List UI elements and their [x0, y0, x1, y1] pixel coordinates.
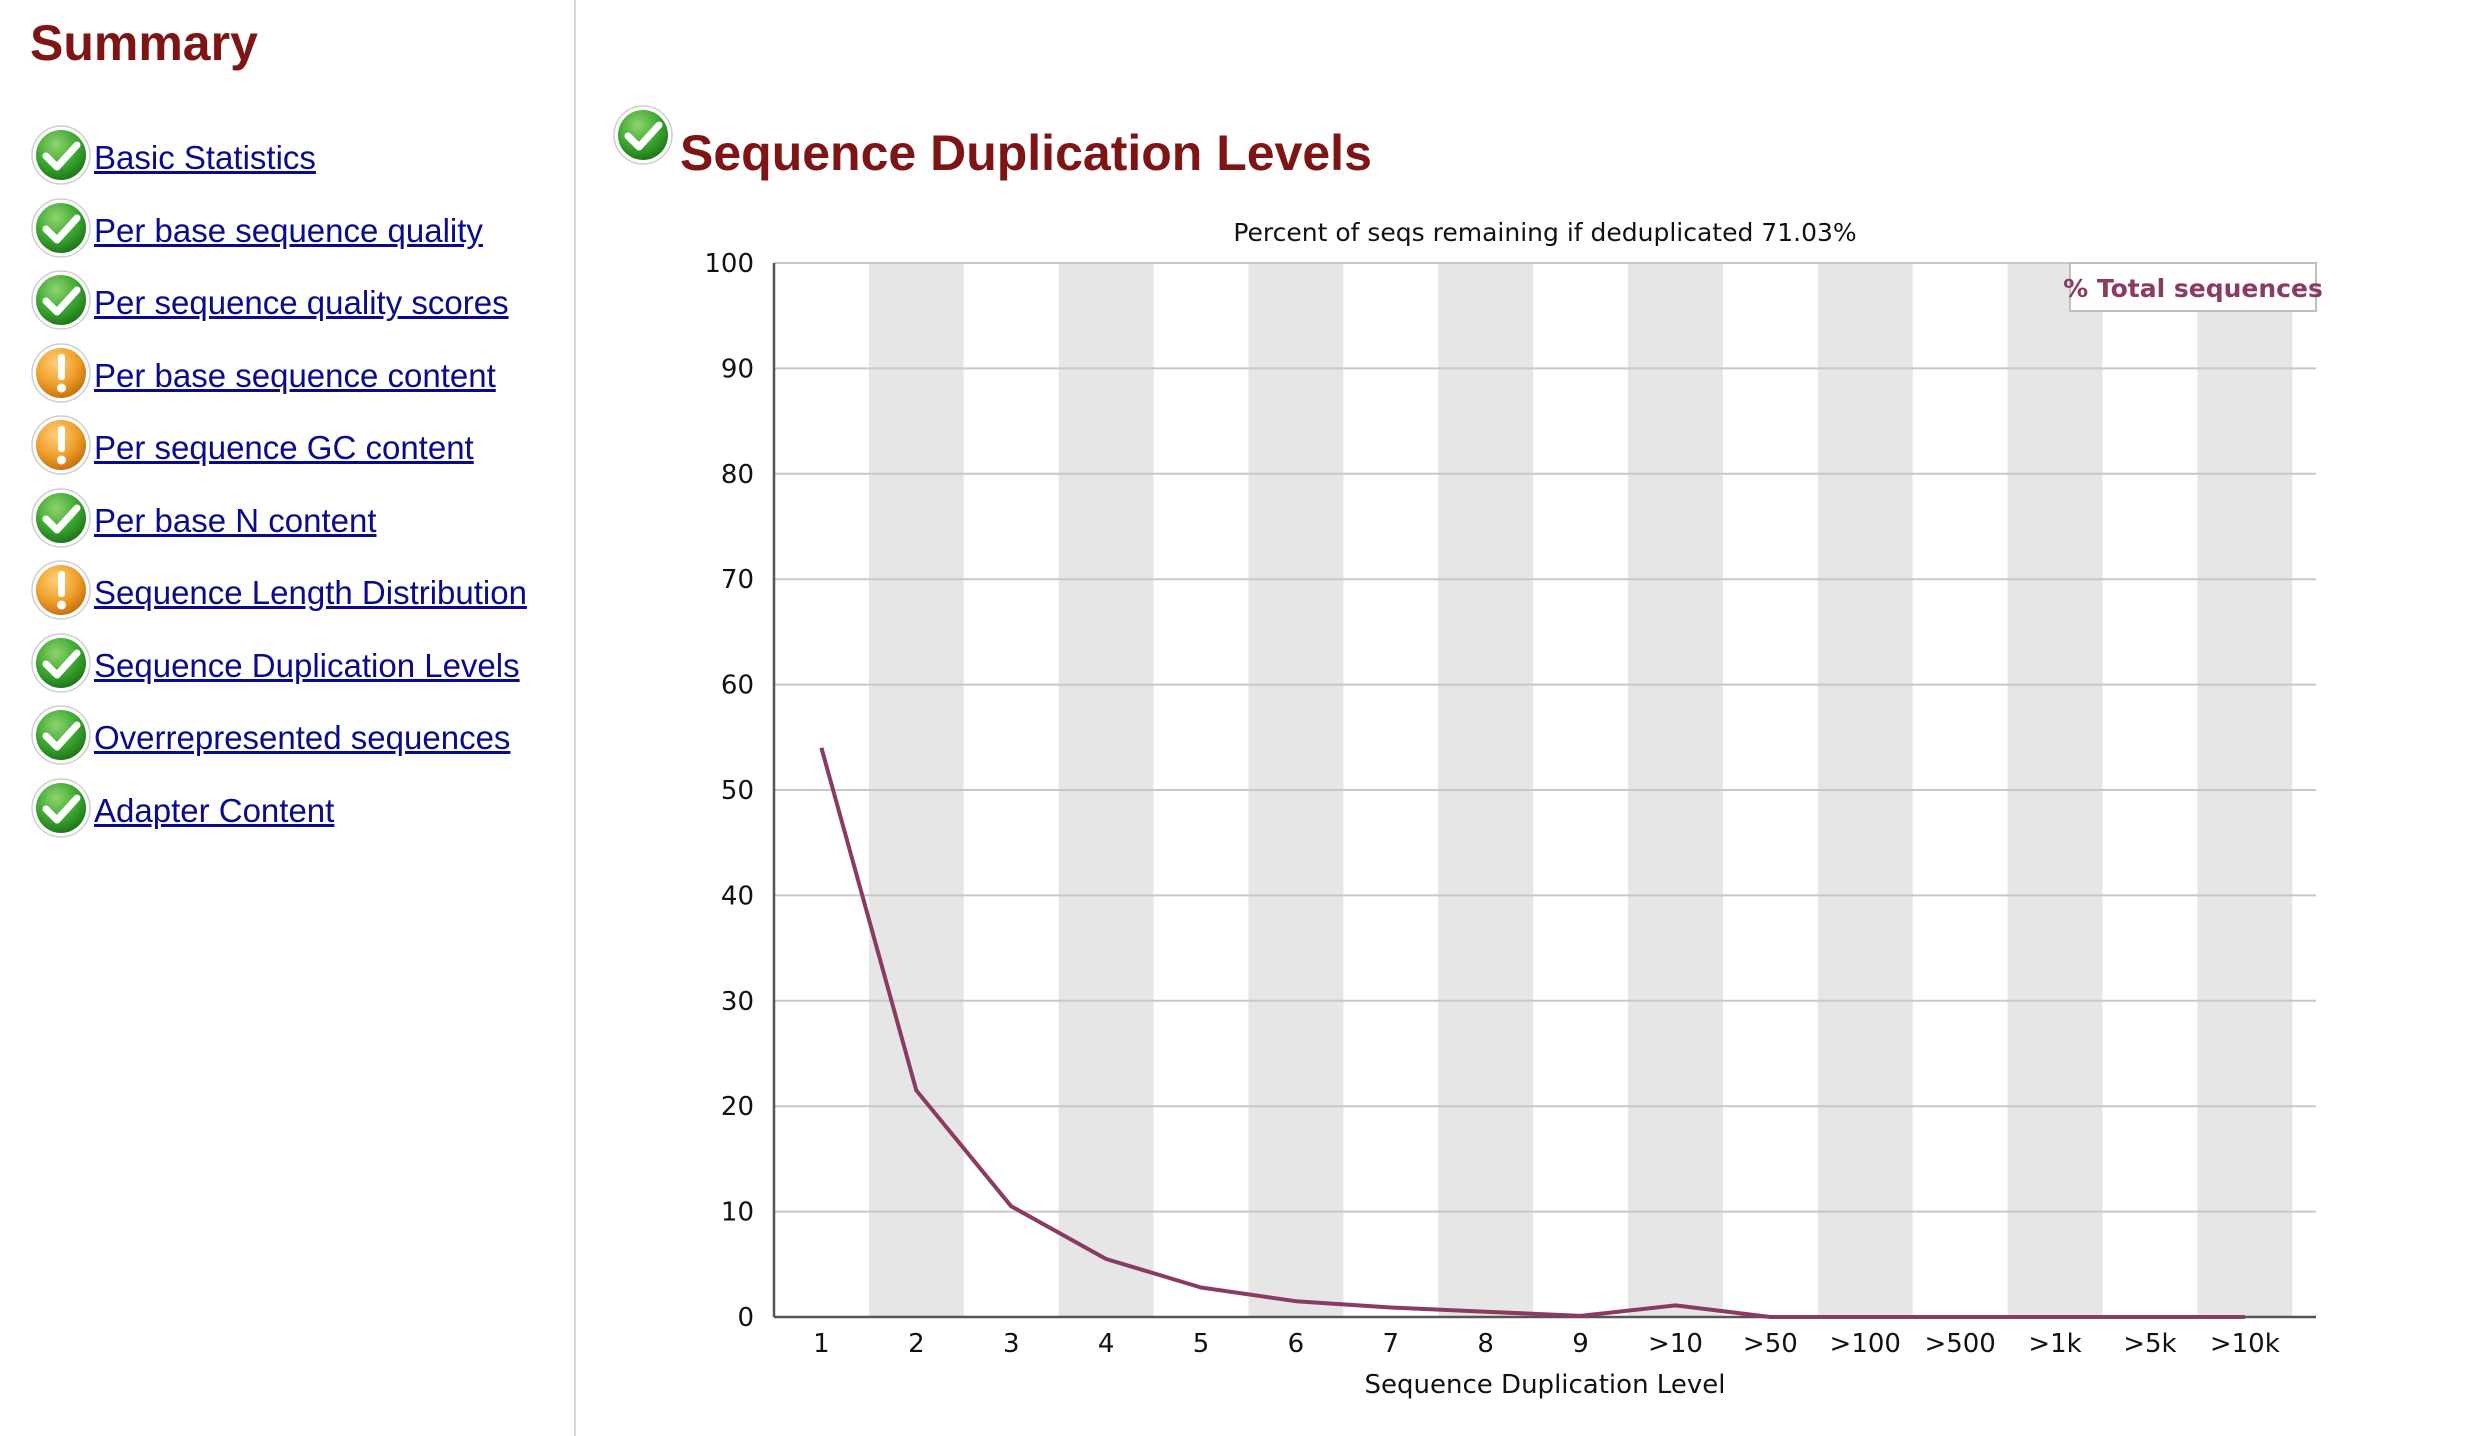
summary-sidebar: Summary Basic Statistics Per base sequenc…: [0, 0, 576, 1436]
check-icon: [30, 705, 94, 766]
y-tick-label: 70: [721, 565, 754, 595]
y-tick-label: 40: [721, 881, 754, 911]
y-tick-label: 90: [721, 354, 754, 384]
x-tick-label: 8: [1477, 1329, 1494, 1359]
x-tick-label: >5k: [2123, 1329, 2176, 1359]
summary-title: Summary: [30, 15, 258, 71]
module-link[interactable]: Per base sequence quality: [94, 211, 483, 249]
page-title: Sequence Duplication Levels: [680, 125, 1372, 181]
check-icon: [30, 488, 94, 549]
y-tick-label: 50: [721, 776, 754, 806]
module-item: Per sequence quality scores: [30, 267, 527, 340]
module-list: Basic Statistics Per base sequence qualit…: [30, 122, 527, 847]
x-tick-label: >10k: [2210, 1329, 2280, 1359]
module-link[interactable]: Per base sequence content: [94, 356, 496, 394]
module-item: Per base sequence quality: [30, 195, 527, 268]
x-tick-label: 3: [1003, 1329, 1020, 1359]
module-link[interactable]: Sequence Length Distribution: [94, 574, 527, 612]
y-tick-label: 0: [737, 1303, 754, 1333]
check-icon: [30, 633, 94, 694]
x-tick-label: >10: [1648, 1329, 1703, 1359]
y-tick-label: 100: [704, 249, 754, 279]
series-line: [819, 747, 2245, 1319]
duplication-chart: 0 10 20 30 40 50 60 70 80 90 100 1 2 3 4 5 6 7 8 9 >10 >50 >10…: [704, 218, 2323, 1400]
legend-label: % Total sequences: [2063, 274, 2323, 303]
x-tick-label: >500: [1924, 1329, 1995, 1359]
warning-icon: [30, 560, 94, 621]
module-header: Sequence Duplication Levels: [612, 104, 1372, 182]
module-link[interactable]: Overrepresented sequences: [94, 719, 511, 757]
check-icon: [612, 104, 676, 166]
y-tick-label: 80: [721, 460, 754, 490]
y-tick-label: 20: [721, 1092, 754, 1122]
module-item: Per base N content: [30, 485, 527, 558]
module-link[interactable]: Basic Statistics: [94, 139, 316, 177]
chart-title: Percent of seqs remaining if deduplicate…: [1233, 218, 1856, 247]
y-tick-label: 60: [721, 671, 754, 701]
module-item: Overrepresented sequences: [30, 702, 527, 775]
y-tick-label: 10: [721, 1198, 754, 1228]
check-icon: [30, 198, 94, 259]
x-tick-label: 1: [813, 1329, 830, 1359]
module-link[interactable]: Per sequence quality scores: [94, 284, 509, 322]
module-item: Sequence Duplication Levels: [30, 630, 527, 703]
warning-icon: [30, 415, 94, 476]
x-tick-label: 7: [1383, 1329, 1400, 1359]
check-icon: [30, 125, 94, 186]
x-tick-label: 9: [1572, 1329, 1589, 1359]
x-tick-label: 5: [1193, 1329, 1210, 1359]
module-item: Per sequence GC content: [30, 412, 527, 485]
x-axis-label: Sequence Duplication Level: [1365, 1370, 1726, 1400]
module-item: Adapter Content: [30, 775, 527, 848]
x-tick-label: 4: [1098, 1329, 1115, 1359]
warning-icon: [30, 343, 94, 404]
module-item: Per base sequence content: [30, 340, 527, 413]
module-link[interactable]: Per base N content: [94, 501, 377, 539]
module-item: Sequence Length Distribution: [30, 557, 527, 630]
check-icon: [30, 270, 94, 331]
x-tick-label: >100: [1830, 1329, 1901, 1359]
legend-box: [2069, 262, 2317, 312]
module-link[interactable]: Adapter Content: [94, 791, 335, 829]
x-tick-label: 6: [1288, 1329, 1305, 1359]
x-tick-label: >1k: [2028, 1329, 2081, 1359]
module-link[interactable]: Per sequence GC content: [94, 429, 474, 467]
module-item: Basic Statistics: [30, 122, 527, 195]
check-icon: [30, 778, 94, 839]
y-tick-label: 30: [721, 987, 754, 1017]
x-tick-label: 2: [908, 1329, 925, 1359]
x-tick-label: >50: [1743, 1329, 1798, 1359]
module-link[interactable]: Sequence Duplication Levels: [94, 646, 520, 684]
